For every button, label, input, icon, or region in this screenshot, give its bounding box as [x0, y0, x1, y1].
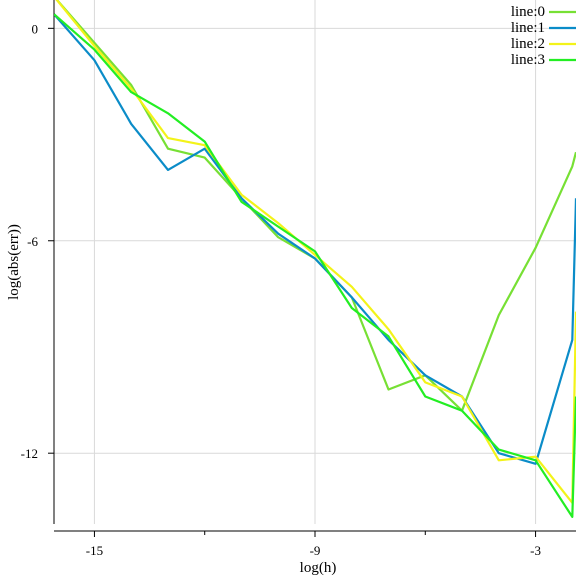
y-tick-label: -12 [21, 446, 38, 461]
grid [54, 0, 576, 524]
series-group [54, 0, 576, 519]
x-tick-label: -3 [530, 543, 541, 558]
legend-label: line:0 [511, 4, 545, 20]
axes: -15 -9 -3 0 -6 -12 [21, 0, 576, 558]
y-axis-title: log(abs(err)) [6, 224, 22, 300]
x-tick-label: -9 [310, 543, 321, 558]
legend-label: line:2 [511, 36, 545, 52]
y-tick-label: 0 [32, 21, 39, 36]
y-tick-label: -6 [27, 234, 38, 249]
x-axis-title: log(h) [300, 560, 337, 576]
series-line-line-3 [54, 13, 576, 519]
legend-label: line:1 [511, 20, 545, 36]
legend-label: line:3 [511, 52, 545, 68]
series-line-line-2 [55, 0, 576, 504]
x-tick-label: -15 [86, 543, 103, 558]
